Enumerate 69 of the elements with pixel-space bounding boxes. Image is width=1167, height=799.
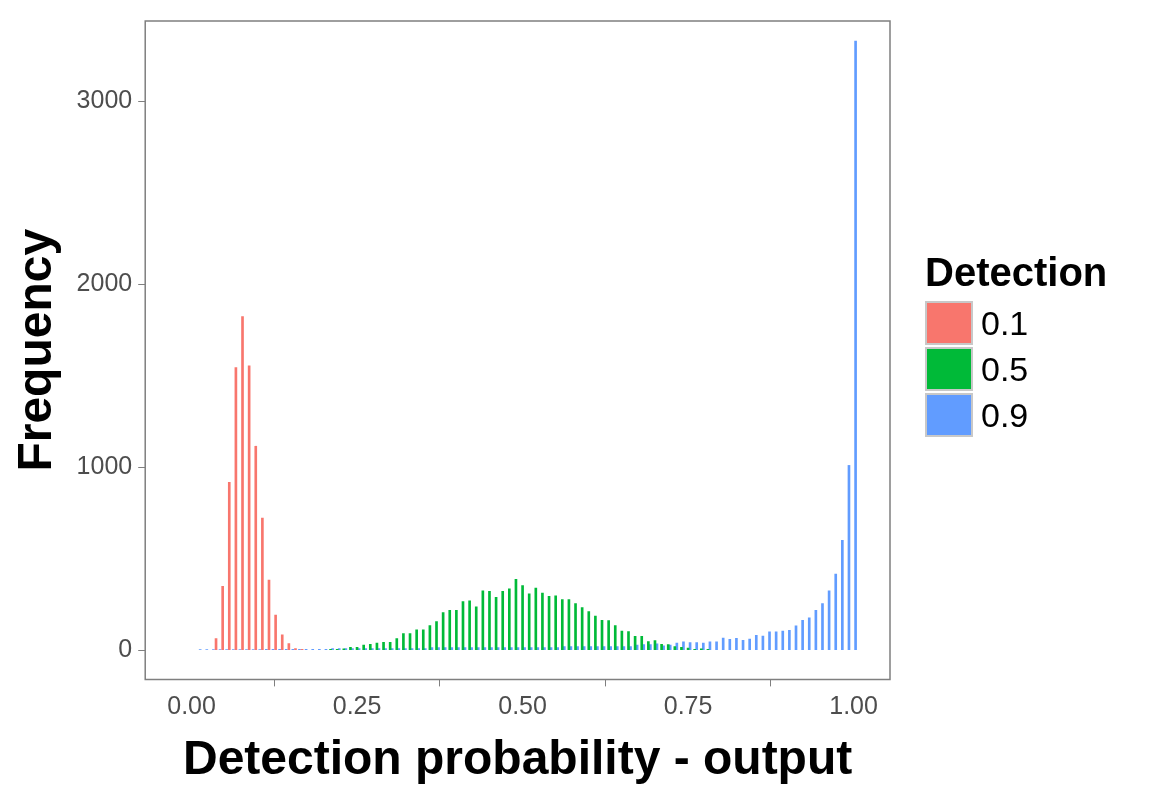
y-tick-label: 2000: [76, 268, 133, 297]
bar: [261, 517, 264, 650]
legend-title: Detection: [925, 250, 1108, 295]
bar: [735, 637, 738, 650]
bar: [607, 620, 610, 650]
bar: [613, 625, 617, 650]
bar: [415, 629, 418, 650]
bar: [748, 638, 751, 650]
bar: [788, 630, 791, 650]
bar: [421, 629, 425, 650]
bar: [274, 614, 277, 650]
x-axis-title: Detection probability - output: [182, 731, 853, 785]
bar: [701, 642, 705, 650]
bar: [501, 591, 505, 650]
bar: [728, 639, 732, 650]
bar: [554, 595, 557, 650]
y-axis-title: Frequency: [8, 228, 62, 472]
bar: [488, 591, 491, 650]
bar: [382, 641, 385, 650]
x-tick-label: 0.75: [663, 691, 713, 720]
bar: [594, 615, 597, 650]
bar: [468, 600, 471, 650]
bar: [695, 642, 699, 650]
bar: [395, 638, 399, 650]
bar: [841, 540, 844, 650]
bar: [821, 603, 824, 650]
bar: [402, 633, 405, 650]
bar: [527, 593, 531, 650]
bar: [541, 592, 544, 650]
bar: [768, 631, 771, 650]
bar: [854, 40, 857, 650]
bar: [781, 630, 785, 650]
bar: [474, 606, 478, 650]
bar: [534, 587, 538, 650]
y-tick-label: 3000: [76, 85, 133, 114]
bar: [834, 573, 838, 650]
bar: [574, 603, 577, 650]
bar: [521, 585, 524, 650]
bar: [241, 316, 244, 650]
x-tick-label: 0.00: [167, 691, 216, 720]
bar: [455, 610, 458, 650]
bar: [368, 643, 372, 650]
bar: [587, 611, 591, 650]
y-tick-label: 1000: [76, 451, 133, 480]
legend-label: 0.5: [981, 349, 1029, 389]
bar: [682, 641, 685, 650]
x-tick-label: 0.50: [498, 691, 547, 720]
bar: [362, 644, 366, 650]
bar: [807, 617, 811, 650]
x-tick-label: 1.00: [829, 691, 878, 720]
legend-label: 0.9: [981, 395, 1029, 435]
legend-label: 0.1: [981, 303, 1029, 343]
bar: [721, 637, 725, 650]
bar: [754, 634, 758, 650]
bar: [627, 631, 630, 650]
bar: [221, 585, 224, 650]
bar: [640, 636, 644, 650]
bar: [435, 621, 438, 650]
bar: [280, 634, 284, 650]
y-tick-label: 0: [118, 634, 133, 663]
bar: [560, 599, 564, 650]
bar: [715, 641, 718, 650]
bar: [254, 445, 258, 650]
bar: [508, 588, 511, 650]
bar: [801, 620, 804, 650]
bar: [227, 482, 231, 650]
x-tick-label: 0.25: [332, 691, 382, 720]
bar: [680, 646, 683, 650]
bar: [448, 610, 452, 650]
